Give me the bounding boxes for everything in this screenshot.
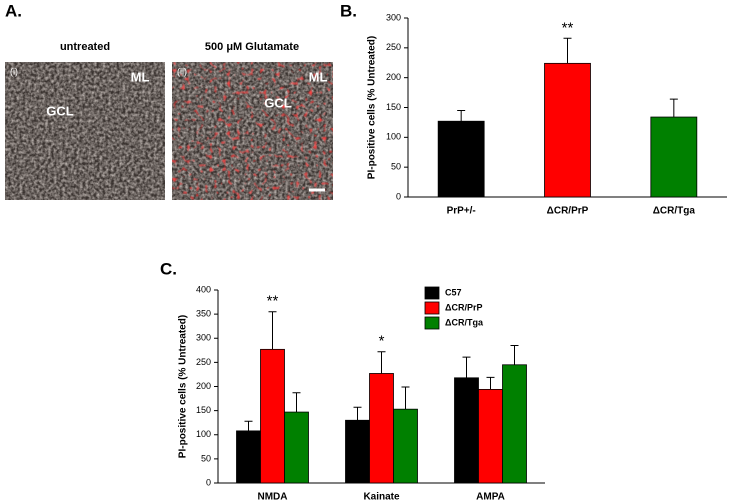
- error-bar: [462, 356, 471, 378]
- x-tick-label: ΔCR/Tga: [653, 206, 696, 217]
- bar: [437, 120, 485, 198]
- error-bar: [563, 37, 572, 64]
- y-tick-label: 0: [206, 477, 211, 487]
- image-tag: (ii): [177, 66, 187, 76]
- y-tick-label: 50: [391, 162, 401, 172]
- panel-label: C.: [160, 259, 177, 278]
- error-bar: [377, 351, 386, 374]
- y-tick-label: 100: [196, 429, 211, 439]
- error-bar: [510, 344, 519, 365]
- x-tick-label: ΔCR/PrP: [547, 206, 589, 217]
- y-tick-label: 200: [386, 72, 401, 82]
- x-tick-label: AMPA: [476, 492, 505, 501]
- legend-swatch: [424, 301, 440, 315]
- bar: [393, 408, 418, 484]
- y-tick-label: 250: [386, 42, 401, 52]
- error-bar: [401, 386, 410, 410]
- region-label: ML: [309, 69, 328, 84]
- bar: [544, 62, 591, 198]
- bar: [345, 419, 370, 484]
- x-tick-label: PrP+/-: [447, 206, 476, 217]
- y-tick-label: 100: [386, 132, 401, 142]
- y-tick-label: 300: [386, 12, 401, 22]
- y-tick-label: 50: [201, 453, 211, 463]
- legend-label: C57: [445, 287, 462, 297]
- bar: [502, 364, 527, 484]
- significance: **: [562, 19, 574, 36]
- error-bar: [353, 406, 362, 421]
- bar: [454, 377, 479, 484]
- x-tick-label: Kainate: [363, 492, 400, 501]
- error-bar: [244, 420, 253, 431]
- legend-swatch: [424, 286, 440, 300]
- legend-label: ΔCR/PrP: [445, 302, 482, 312]
- bar: [260, 348, 285, 484]
- bar: [478, 388, 503, 484]
- bar: [369, 373, 394, 484]
- legend-label: ΔCR/Tga: [445, 317, 484, 327]
- region-label: ML: [131, 69, 150, 84]
- micrograph-texture: [5, 62, 165, 200]
- y-axis-label: PI-positive cells (% Untreated): [178, 315, 189, 458]
- legend-swatch: [424, 316, 440, 330]
- y-tick-label: 200: [196, 381, 211, 391]
- error-bar: [268, 311, 277, 350]
- y-tick-label: 350: [196, 309, 211, 319]
- error-bar: [486, 376, 495, 390]
- micrograph-staining: [172, 62, 333, 200]
- y-tick-label: 150: [386, 102, 401, 112]
- y-tick-label: 400: [196, 284, 211, 294]
- y-axis-label: PI-positive cells (% Untreated): [367, 36, 378, 179]
- panel-label: B.: [340, 1, 357, 20]
- y-tick-label: 250: [196, 357, 211, 367]
- y-tick-label: 300: [196, 333, 211, 343]
- error-bar: [292, 392, 301, 413]
- region-label: GCL: [264, 95, 292, 110]
- x-tick-label: NMDA: [258, 492, 288, 501]
- error-bar: [457, 109, 466, 122]
- bar: [284, 411, 309, 484]
- significance: **: [267, 293, 279, 310]
- region-label: GCL: [46, 103, 74, 118]
- significance: *: [379, 333, 385, 350]
- bar: [650, 116, 698, 198]
- panel-label: A.: [5, 1, 22, 20]
- y-tick-label: 0: [396, 191, 401, 201]
- image-tag: (i): [10, 66, 18, 76]
- image-title: 500 μM Glutamate: [205, 41, 299, 53]
- error-bar: [669, 98, 678, 118]
- image-title: untreated: [60, 41, 110, 53]
- bar: [236, 430, 261, 484]
- y-tick-label: 150: [196, 405, 211, 415]
